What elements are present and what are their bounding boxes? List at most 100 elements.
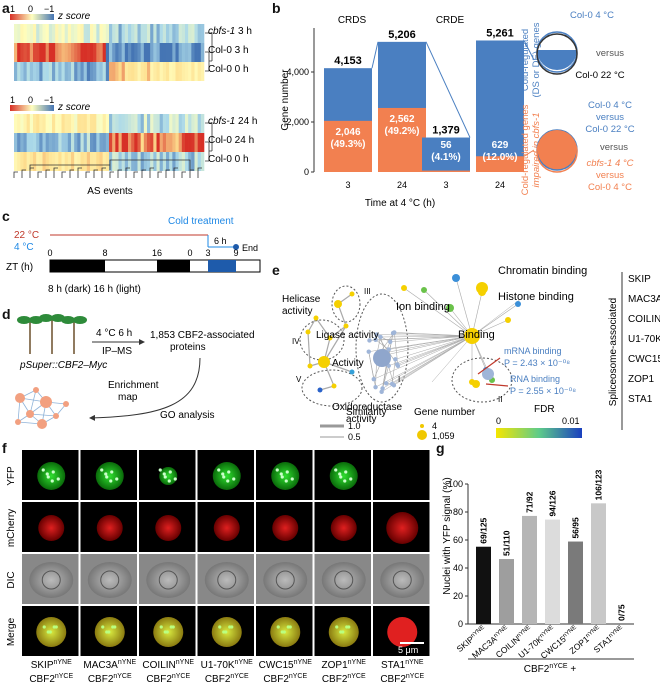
heatmap-cell xyxy=(64,43,69,62)
heatmap-cell xyxy=(74,114,78,133)
svg-text:Col-0 4 °C: Col-0 4 °C xyxy=(588,100,632,111)
temp-22: 22 °C xyxy=(14,230,39,241)
heatmap-cell xyxy=(121,62,126,81)
network-node xyxy=(327,335,333,341)
seedlings-icon xyxy=(29,320,75,354)
network-node xyxy=(515,301,521,307)
svg-text:Gene number: Gene number xyxy=(414,407,476,418)
heatmap-cell xyxy=(71,133,75,152)
panel-g-bar-chart: Nuclei with YFP signal (%) 020406080100 … xyxy=(442,469,634,675)
heatmap-cell xyxy=(45,152,50,171)
network-node xyxy=(26,410,34,418)
heatmap-cell xyxy=(140,114,145,133)
dic-cell xyxy=(321,562,366,598)
nuclear-speckle xyxy=(52,625,56,629)
heatmap-cell xyxy=(61,152,65,171)
heatmap-cell xyxy=(166,152,170,171)
dendrogram-branch xyxy=(101,167,106,178)
svg-text:versus: versus xyxy=(596,48,624,59)
svg-text:Col-0 22 °C: Col-0 22 °C xyxy=(585,124,634,135)
heatmap-cell xyxy=(150,43,154,62)
svg-text:z score: z score xyxy=(57,102,91,113)
heatmap-cell xyxy=(55,114,59,133)
heatmap-cell xyxy=(172,114,176,133)
panel-e-legend-svg: Similarity 1.0 0.5 Gene number 4 1,059 F… xyxy=(320,404,582,440)
heatmap-cell xyxy=(166,62,170,81)
heatmap-cell xyxy=(162,24,167,43)
heatmap-cell xyxy=(185,43,189,62)
pointer-arrow xyxy=(485,383,509,387)
construct-label: CBF2nYCE xyxy=(146,673,190,685)
heatmap-cell xyxy=(124,133,129,152)
mcherry-nucleus xyxy=(38,515,65,541)
network-edge xyxy=(403,287,473,337)
heatmap-cell xyxy=(181,133,186,152)
heatmap-cell xyxy=(112,152,116,171)
panel-b-bar-chart: Gene number 0 2,000 4,000 4,153 2,046(49.3%… xyxy=(280,10,635,209)
heatmap-cell xyxy=(156,62,160,81)
heatmap-cell xyxy=(20,133,24,152)
node-label: Chromatin binding xyxy=(498,265,587,277)
heatmap-cell xyxy=(17,24,21,43)
heatmap-cell xyxy=(36,24,40,43)
heatmap-cell xyxy=(42,43,46,62)
nuclear-speckle xyxy=(290,477,294,481)
heatmap-cell xyxy=(121,152,126,171)
svg-text:0.5: 0.5 xyxy=(348,432,361,440)
heatmap-cell xyxy=(102,152,107,171)
temp-4: 4 °C xyxy=(14,242,34,253)
heatmap-cell xyxy=(147,152,151,171)
heatmap-cell xyxy=(172,133,176,152)
heatmap-cell xyxy=(188,24,192,43)
side-label-blue: Cold-regulated(DS or DE) genes xyxy=(520,22,542,97)
rna-binding-label: RNA binding xyxy=(510,374,560,384)
heatmap-cell xyxy=(112,62,116,81)
heatmap-cell xyxy=(55,43,59,62)
nuclear-speckle xyxy=(111,625,115,629)
heatmap-cell xyxy=(33,62,37,81)
network-edge xyxy=(380,335,473,338)
svg-text:I: I xyxy=(398,375,400,384)
heatmap-cell xyxy=(71,114,75,133)
group-label: CRDS xyxy=(338,15,367,26)
heatmap-cell xyxy=(77,152,81,171)
heatmap-cell xyxy=(64,133,69,152)
dendrogram-branch xyxy=(93,169,98,178)
dendrogram-branch xyxy=(29,159,191,170)
heatmap-cell xyxy=(147,24,151,43)
heatmap-cell xyxy=(172,152,176,171)
construct-label: CBF2nYCE xyxy=(380,673,424,685)
heatmap-cell xyxy=(128,133,132,152)
heatmap-cell xyxy=(17,133,21,152)
heatmap-3h xyxy=(14,24,205,81)
heatmap-cell xyxy=(67,43,72,62)
dic-nucleus xyxy=(392,570,412,590)
dendrogram-branch xyxy=(61,171,66,178)
heatmap-cell xyxy=(29,62,34,81)
heatmap-cell xyxy=(131,152,135,171)
svg-text:0.01: 0.01 xyxy=(562,416,580,426)
heatmap-cell xyxy=(33,133,37,152)
svg-text:Col-0 4 °C: Col-0 4 °C xyxy=(588,182,632,193)
heatmap-cell xyxy=(109,114,113,133)
heatmap-cell xyxy=(140,62,145,81)
svg-text:P = 2.55 × 10⁻⁰⁸: P = 2.55 × 10⁻⁰⁸ xyxy=(510,386,576,396)
end-marker xyxy=(233,244,239,250)
y-tick-label: 0 xyxy=(304,167,309,177)
network-edge xyxy=(376,335,473,355)
nuclear-speckle xyxy=(339,630,343,634)
heatmap-cell xyxy=(124,24,129,43)
heatmap-cell xyxy=(175,114,179,133)
dendrogram-branch xyxy=(125,167,130,178)
dendrogram-branch xyxy=(149,167,154,178)
node-label: Binding xyxy=(458,329,495,341)
heatmap-cell xyxy=(197,114,202,133)
construct-label: MAC3AnYNE xyxy=(83,659,136,671)
connector xyxy=(523,40,535,61)
network-edge xyxy=(386,335,473,384)
heatmap-cell xyxy=(86,114,91,133)
heatmap-cell xyxy=(26,152,31,171)
zscore-tick: −1 xyxy=(44,4,54,14)
merge-nucleus xyxy=(387,617,418,647)
heatmap-cell xyxy=(23,62,27,81)
